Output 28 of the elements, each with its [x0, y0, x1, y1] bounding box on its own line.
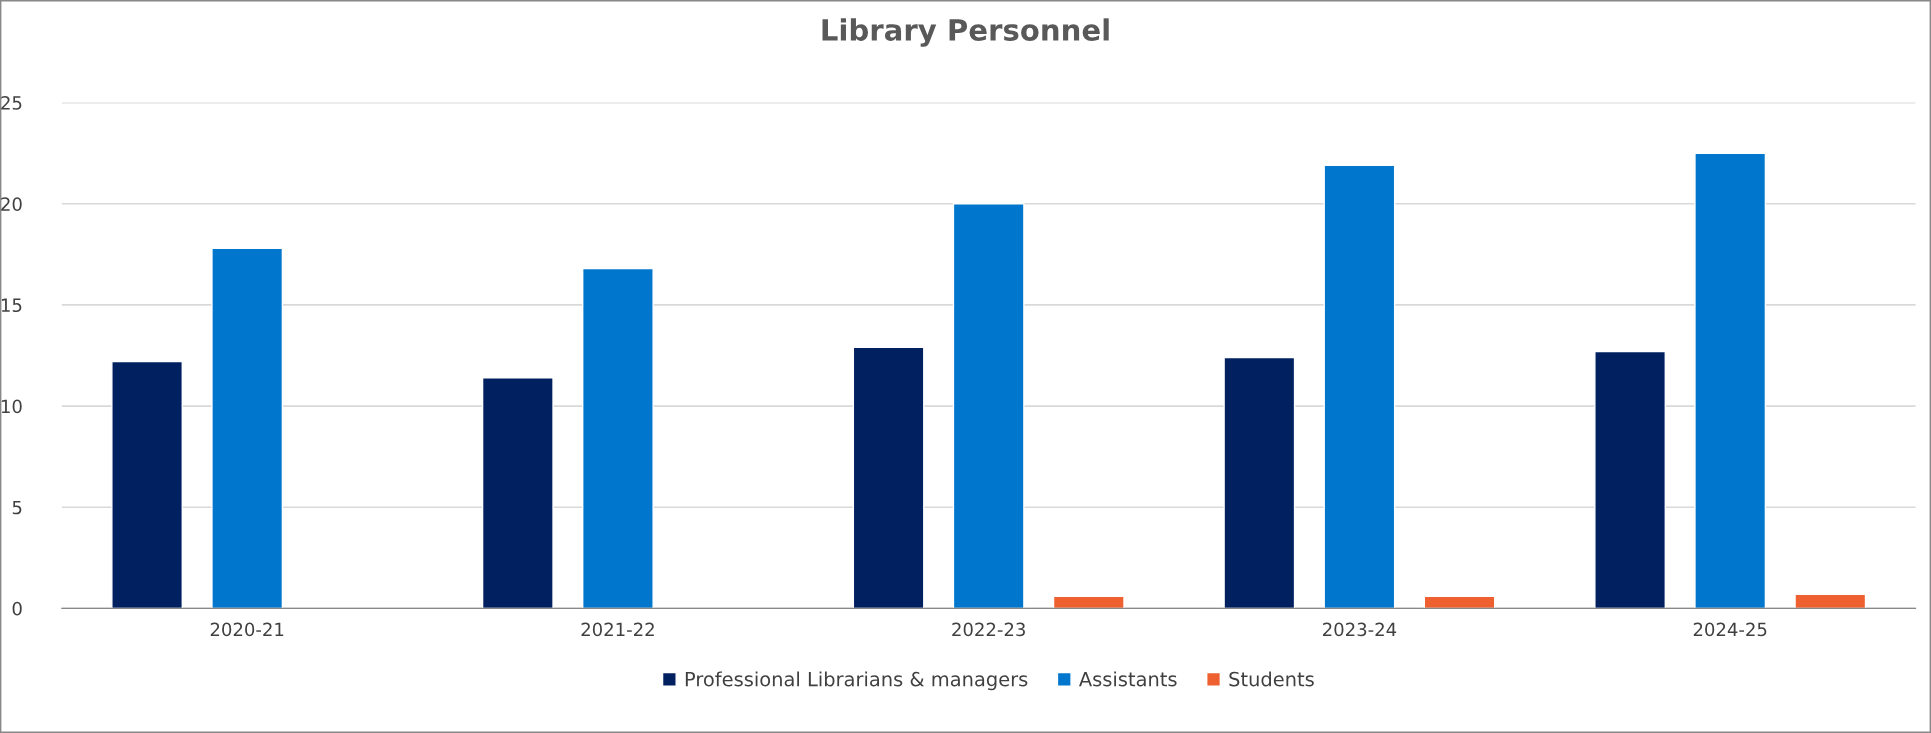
chart-title: Library Personnel	[822, 18, 1109, 47]
bar	[1223, 356, 1296, 609]
bar	[582, 267, 654, 609]
y-tick-label: 5	[12, 500, 22, 515]
bar	[1594, 350, 1666, 609]
y-tick-label: 15	[1, 298, 22, 313]
bar	[1794, 593, 1867, 609]
bar	[952, 203, 1025, 609]
bar	[852, 346, 925, 609]
y-tick-label: 25	[1, 96, 22, 110]
x-tick-label: 2023-24	[1323, 622, 1397, 637]
x-tick-label: 2024-25	[1693, 622, 1767, 637]
legend-label: Students	[1229, 671, 1314, 687]
y-tick-label: 10	[1, 399, 22, 414]
bar	[211, 247, 284, 609]
legend-label: Assistants	[1078, 671, 1177, 687]
bar	[111, 360, 183, 609]
bar	[1323, 164, 1396, 609]
x-tick-label: 2022-23	[952, 622, 1025, 637]
y-tick-label: 20	[1, 197, 22, 211]
bar	[1423, 595, 1496, 609]
bar	[481, 377, 554, 609]
x-tick-label: 2021-22	[581, 622, 654, 637]
x-tick-label: 2020-21	[210, 622, 284, 637]
y-tick-label: 0	[12, 601, 22, 616]
bar	[1694, 152, 1767, 609]
legend-label: Professional Librarians & managers	[685, 671, 1028, 691]
bar	[1052, 595, 1125, 609]
